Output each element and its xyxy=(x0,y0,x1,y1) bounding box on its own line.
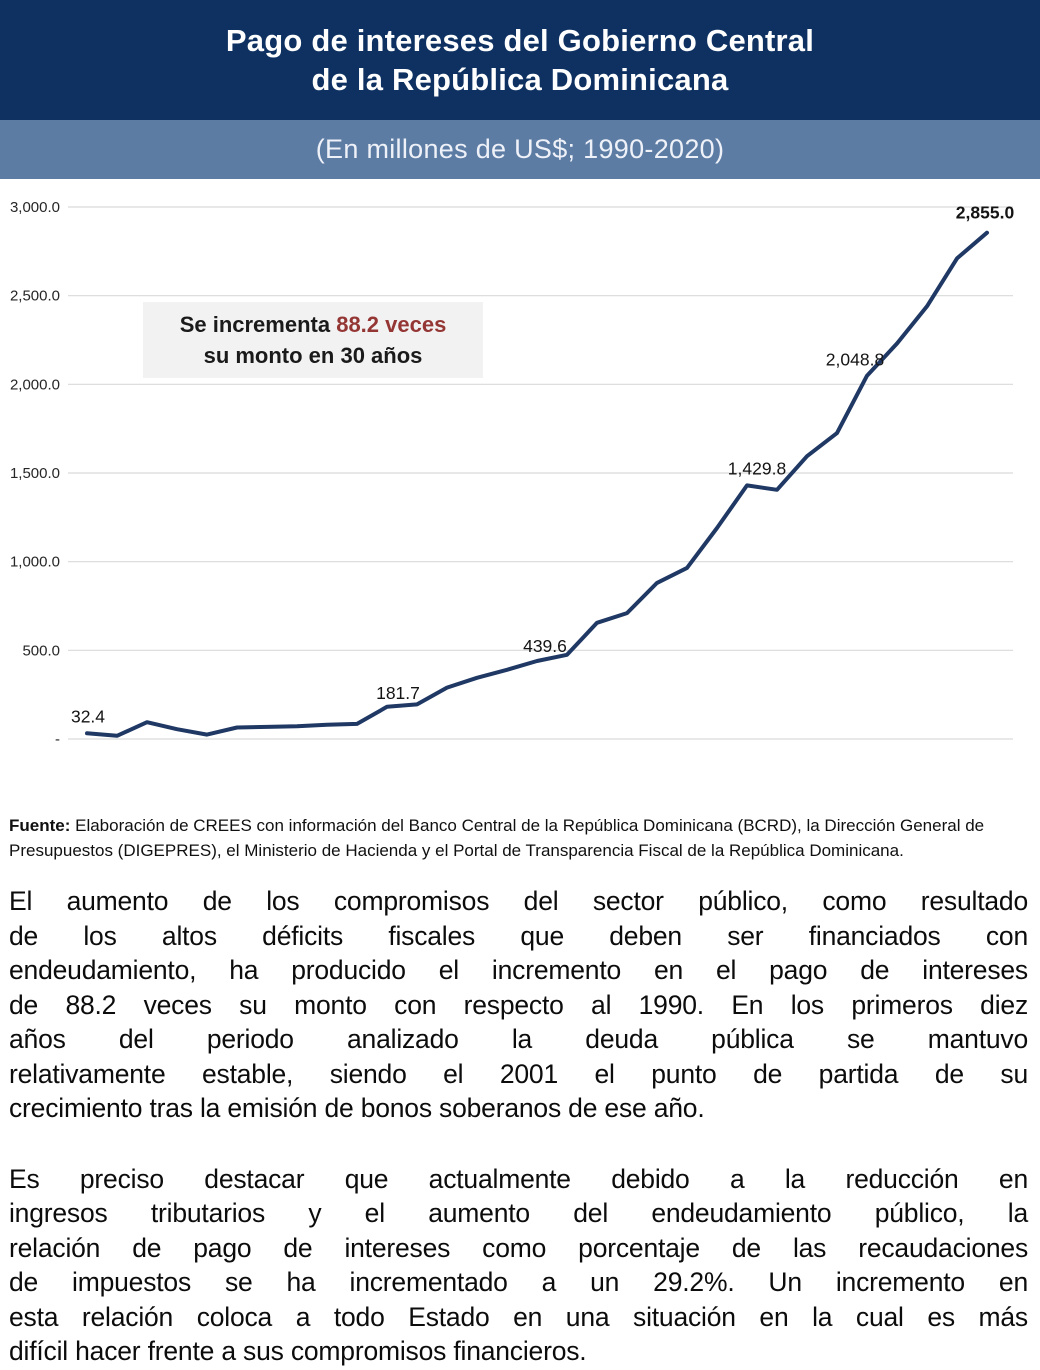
body-line: endeudamiento, ha producido el increment… xyxy=(9,955,1028,985)
body-line: difícil hacer frente a sus compromisos f… xyxy=(9,1336,587,1366)
y-tick-label: 1,000.0 xyxy=(10,554,60,571)
y-tick-label: 2,500.0 xyxy=(10,288,60,305)
y-tick-label: 2,000.0 xyxy=(10,376,60,393)
source-text: Elaboración de CREES con información del… xyxy=(9,816,985,860)
data-label-2000: 181.7 xyxy=(376,683,420,703)
body-line: esta relación coloca a todo Estado en un… xyxy=(9,1301,1028,1332)
data-label-2016: 2,048.8 xyxy=(826,350,884,370)
data-label-2005: 439.6 xyxy=(523,636,567,656)
y-tick-label: 500.0 xyxy=(22,642,60,659)
body-line: relación de pago de intereses como porce… xyxy=(9,1232,1028,1263)
body-line: ingresos tributarios y el aumento del en… xyxy=(9,1198,1028,1228)
data-label-2012: 1,429.8 xyxy=(728,458,786,478)
annotation-box: Se incrementa 88.2 veces su monto en 30 … xyxy=(143,302,483,378)
chart-subtitle-bar: (En millones de US$; 1990-2020) xyxy=(0,120,1040,179)
y-tick-label: - xyxy=(55,731,60,748)
data-label-2020: 2,855.0 xyxy=(956,203,1015,223)
annotation-line1: Se incrementa 88.2 veces xyxy=(180,309,447,340)
page-title-line1: Pago de intereses del Gobierno Central xyxy=(225,23,815,58)
source-label: Fuente: xyxy=(9,816,71,835)
body-line: El aumento de los compromisos del sector… xyxy=(9,886,1028,916)
series-line xyxy=(85,230,989,738)
body-paragraph-2: Es preciso destacar que actualmente debi… xyxy=(9,1162,1028,1369)
body-line: relativamente estable, siendo el 2001 el… xyxy=(9,1058,1028,1089)
annotation-text-red: 88.2 veces xyxy=(336,312,447,337)
body-line: Es preciso destacar que actualmente debi… xyxy=(9,1163,1028,1194)
header-banner: Pago de intereses del Gobierno Central d… xyxy=(0,0,1040,120)
body-line: de los altos déficits fiscales que deben… xyxy=(9,920,1028,951)
body-line: de impuestos se ha incrementado a un 29.… xyxy=(9,1267,1028,1297)
source-note: Fuente: Elaboración de CREES con informa… xyxy=(0,805,1040,863)
annotation-text-black: Se incrementa xyxy=(179,312,337,337)
body-line: de 88.2 veces su monto con respecto al 1… xyxy=(9,989,1028,1020)
body-line: años del periodo analizado la deuda públ… xyxy=(9,1024,1028,1054)
data-label-1990: 32.4 xyxy=(71,706,105,726)
chart-subtitle: (En millones de US$; 1990-2020) xyxy=(315,134,725,164)
body-paragraph-1: El aumento de los compromisos del sector… xyxy=(9,884,1028,1126)
body-line: crecimiento tras la emisión de bonos sob… xyxy=(9,1093,705,1123)
interest-line-chart: 3,000.0 2,500.0 2,000.0 1,500.0 1,000.0 500.0… xyxy=(10,199,1015,963)
y-tick-label: 1,500.0 xyxy=(10,465,60,482)
page-title-line2: de la República Dominicana xyxy=(311,62,729,97)
body-text: El aumento de los compromisos del sector… xyxy=(0,863,1040,1369)
chart-area: 3,000.0 2,500.0 2,000.0 1,500.0 1,000.0 500.0… xyxy=(0,179,1040,963)
y-tick-label: 3,000.0 xyxy=(10,199,60,216)
annotation-line2: su monto en 30 años xyxy=(203,343,423,368)
